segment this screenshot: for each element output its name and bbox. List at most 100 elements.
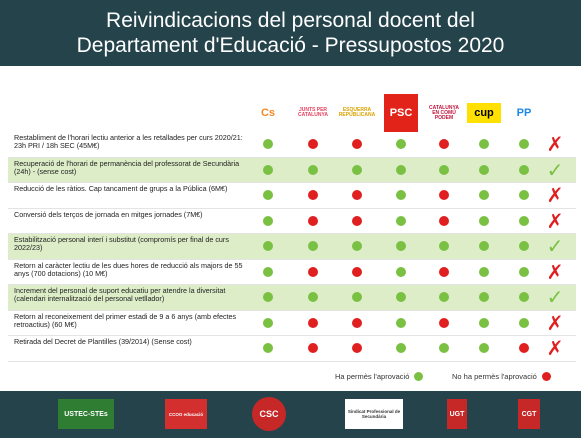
party-name: CATALUNYA EN COMÚ PODEM [429, 104, 459, 121]
green-vote-dot [396, 215, 406, 226]
table-row: Conversió dels terços de jornada en mitg… [8, 208, 576, 234]
party-name: ESQUERRA REPUBLICANA [338, 107, 376, 118]
red-vote-dot [439, 317, 449, 328]
cross-icon: ✗ [546, 336, 564, 360]
green-vote-dot [439, 343, 449, 353]
row-text: Retirada del Decret de Plantilles (39/20… [14, 337, 192, 346]
green-vote-dot [352, 292, 362, 302]
union-logo-5: CGT [518, 399, 540, 429]
green-vote-dot [263, 215, 273, 226]
party-logo-4: CATALUNYA EN COMÚ PODEM [427, 94, 461, 132]
green-vote-dot [308, 164, 318, 175]
green-vote-dot [396, 139, 406, 149]
green-vote-dot [479, 241, 489, 251]
red-vote-dot [439, 139, 449, 149]
union-logo-4: UGT [447, 399, 467, 429]
vote-table: Restabliment de l'horari lectiu anterior… [8, 132, 576, 362]
row-text: Increment del personal de suport educati… [14, 286, 226, 304]
red-vote-dot [352, 266, 362, 277]
red-vote-dot [308, 343, 318, 353]
red-vote-dot [308, 317, 318, 328]
green-vote-dot [519, 266, 529, 277]
red-dot-icon [541, 372, 551, 381]
union-name: CGT [521, 410, 537, 418]
green-vote-dot [263, 317, 273, 328]
party-logo-5: cup [467, 103, 501, 123]
title-line-2: Departament d'Educació - Pressupostos 20… [76, 34, 505, 57]
green-vote-dot [263, 164, 273, 175]
green-vote-dot [396, 241, 406, 251]
red-vote-dot [439, 190, 449, 200]
red-vote-dot [439, 215, 449, 226]
legend-not-approved-label: No ha permès l'aprovació [452, 372, 537, 381]
green-vote-dot [479, 292, 489, 302]
union-name: UGT [449, 410, 465, 418]
green-vote-dot [396, 292, 406, 302]
row-text: Recuperació de l'horari de permanència d… [14, 158, 240, 176]
green-vote-dot [479, 190, 489, 200]
party-logo-1: JUNTS PER CATALUNYA [296, 94, 330, 132]
union-name: CSC [259, 409, 279, 419]
green-vote-dot [396, 190, 406, 200]
green-vote-dot [519, 190, 529, 200]
row-text: Estabilització personal interí i substit… [14, 235, 229, 253]
party-logo-6: PP [507, 94, 541, 132]
red-vote-dot [308, 215, 318, 226]
table-row: Reducció de les ràtios. Cap tancament de… [8, 183, 576, 209]
footer-union-logos: USTEC-STEs CCOO educació CSC Sindicat Profe… [0, 391, 581, 438]
green-vote-dot [439, 164, 449, 175]
check-icon: ✓ [546, 157, 564, 182]
row-text: Retorn al reconeixement del primer estad… [14, 311, 237, 329]
party-name: PP [516, 106, 532, 119]
red-vote-dot [308, 190, 318, 200]
green-vote-dot [519, 139, 529, 149]
green-vote-dot [352, 164, 362, 175]
cross-icon: ✗ [546, 310, 564, 335]
check-icon: ✓ [546, 285, 564, 309]
red-vote-dot [439, 266, 449, 277]
green-vote-dot [263, 241, 273, 251]
table-row: Recuperació de l'horari de permanència d… [8, 157, 576, 183]
union-logo-2: CSC [252, 397, 286, 431]
legend-approved: Ha permès l'aprovació [335, 372, 424, 381]
green-vote-dot [519, 215, 529, 226]
green-vote-dot [479, 215, 489, 226]
green-vote-dot [479, 164, 489, 175]
red-vote-dot [519, 343, 529, 353]
green-vote-dot [479, 266, 489, 277]
party-name: cup [474, 106, 494, 119]
green-vote-dot [396, 343, 406, 353]
green-vote-dot [479, 343, 489, 353]
green-vote-dot [263, 292, 273, 302]
party-name: JUNTS PER CATALUNYA [298, 107, 328, 118]
title-line-1: Reivindicacions del personal docent del [106, 9, 475, 32]
red-vote-dot [352, 215, 362, 226]
union-logo-0: USTEC-STEs [58, 399, 114, 429]
green-vote-dot [519, 164, 529, 175]
union-logo-3: Sindicat Professional de Secundària [345, 399, 403, 429]
party-logo-3: PSC [384, 94, 418, 132]
green-vote-dot [396, 317, 406, 328]
green-vote-dot [263, 139, 273, 149]
green-vote-dot [263, 266, 273, 277]
green-vote-dot [263, 190, 273, 200]
row-text: Conversió dels terços de jornada en mitg… [14, 209, 203, 219]
red-vote-dot [352, 317, 362, 328]
green-dot-icon [414, 372, 424, 381]
party-logo-2: ESQUERRA REPUBLICANA [338, 94, 376, 132]
table-row: Retorn al caràcter lectiu de les dues ho… [8, 259, 576, 285]
green-vote-dot [519, 292, 529, 302]
union-logo-1: CCOO educació [165, 399, 207, 429]
green-vote-dot [396, 266, 406, 277]
party-logo-0: Cs [251, 94, 285, 132]
cross-icon: ✗ [546, 208, 564, 233]
table-row: Increment del personal de suport educati… [8, 285, 576, 311]
red-vote-dot [308, 266, 318, 277]
red-vote-dot [308, 139, 318, 149]
cross-icon: ✗ [546, 183, 564, 207]
red-vote-dot [352, 190, 362, 200]
union-name: CCOO educació [168, 411, 204, 417]
cross-icon: ✗ [546, 259, 564, 284]
green-vote-dot [479, 317, 489, 328]
cross-icon: ✗ [546, 132, 564, 156]
